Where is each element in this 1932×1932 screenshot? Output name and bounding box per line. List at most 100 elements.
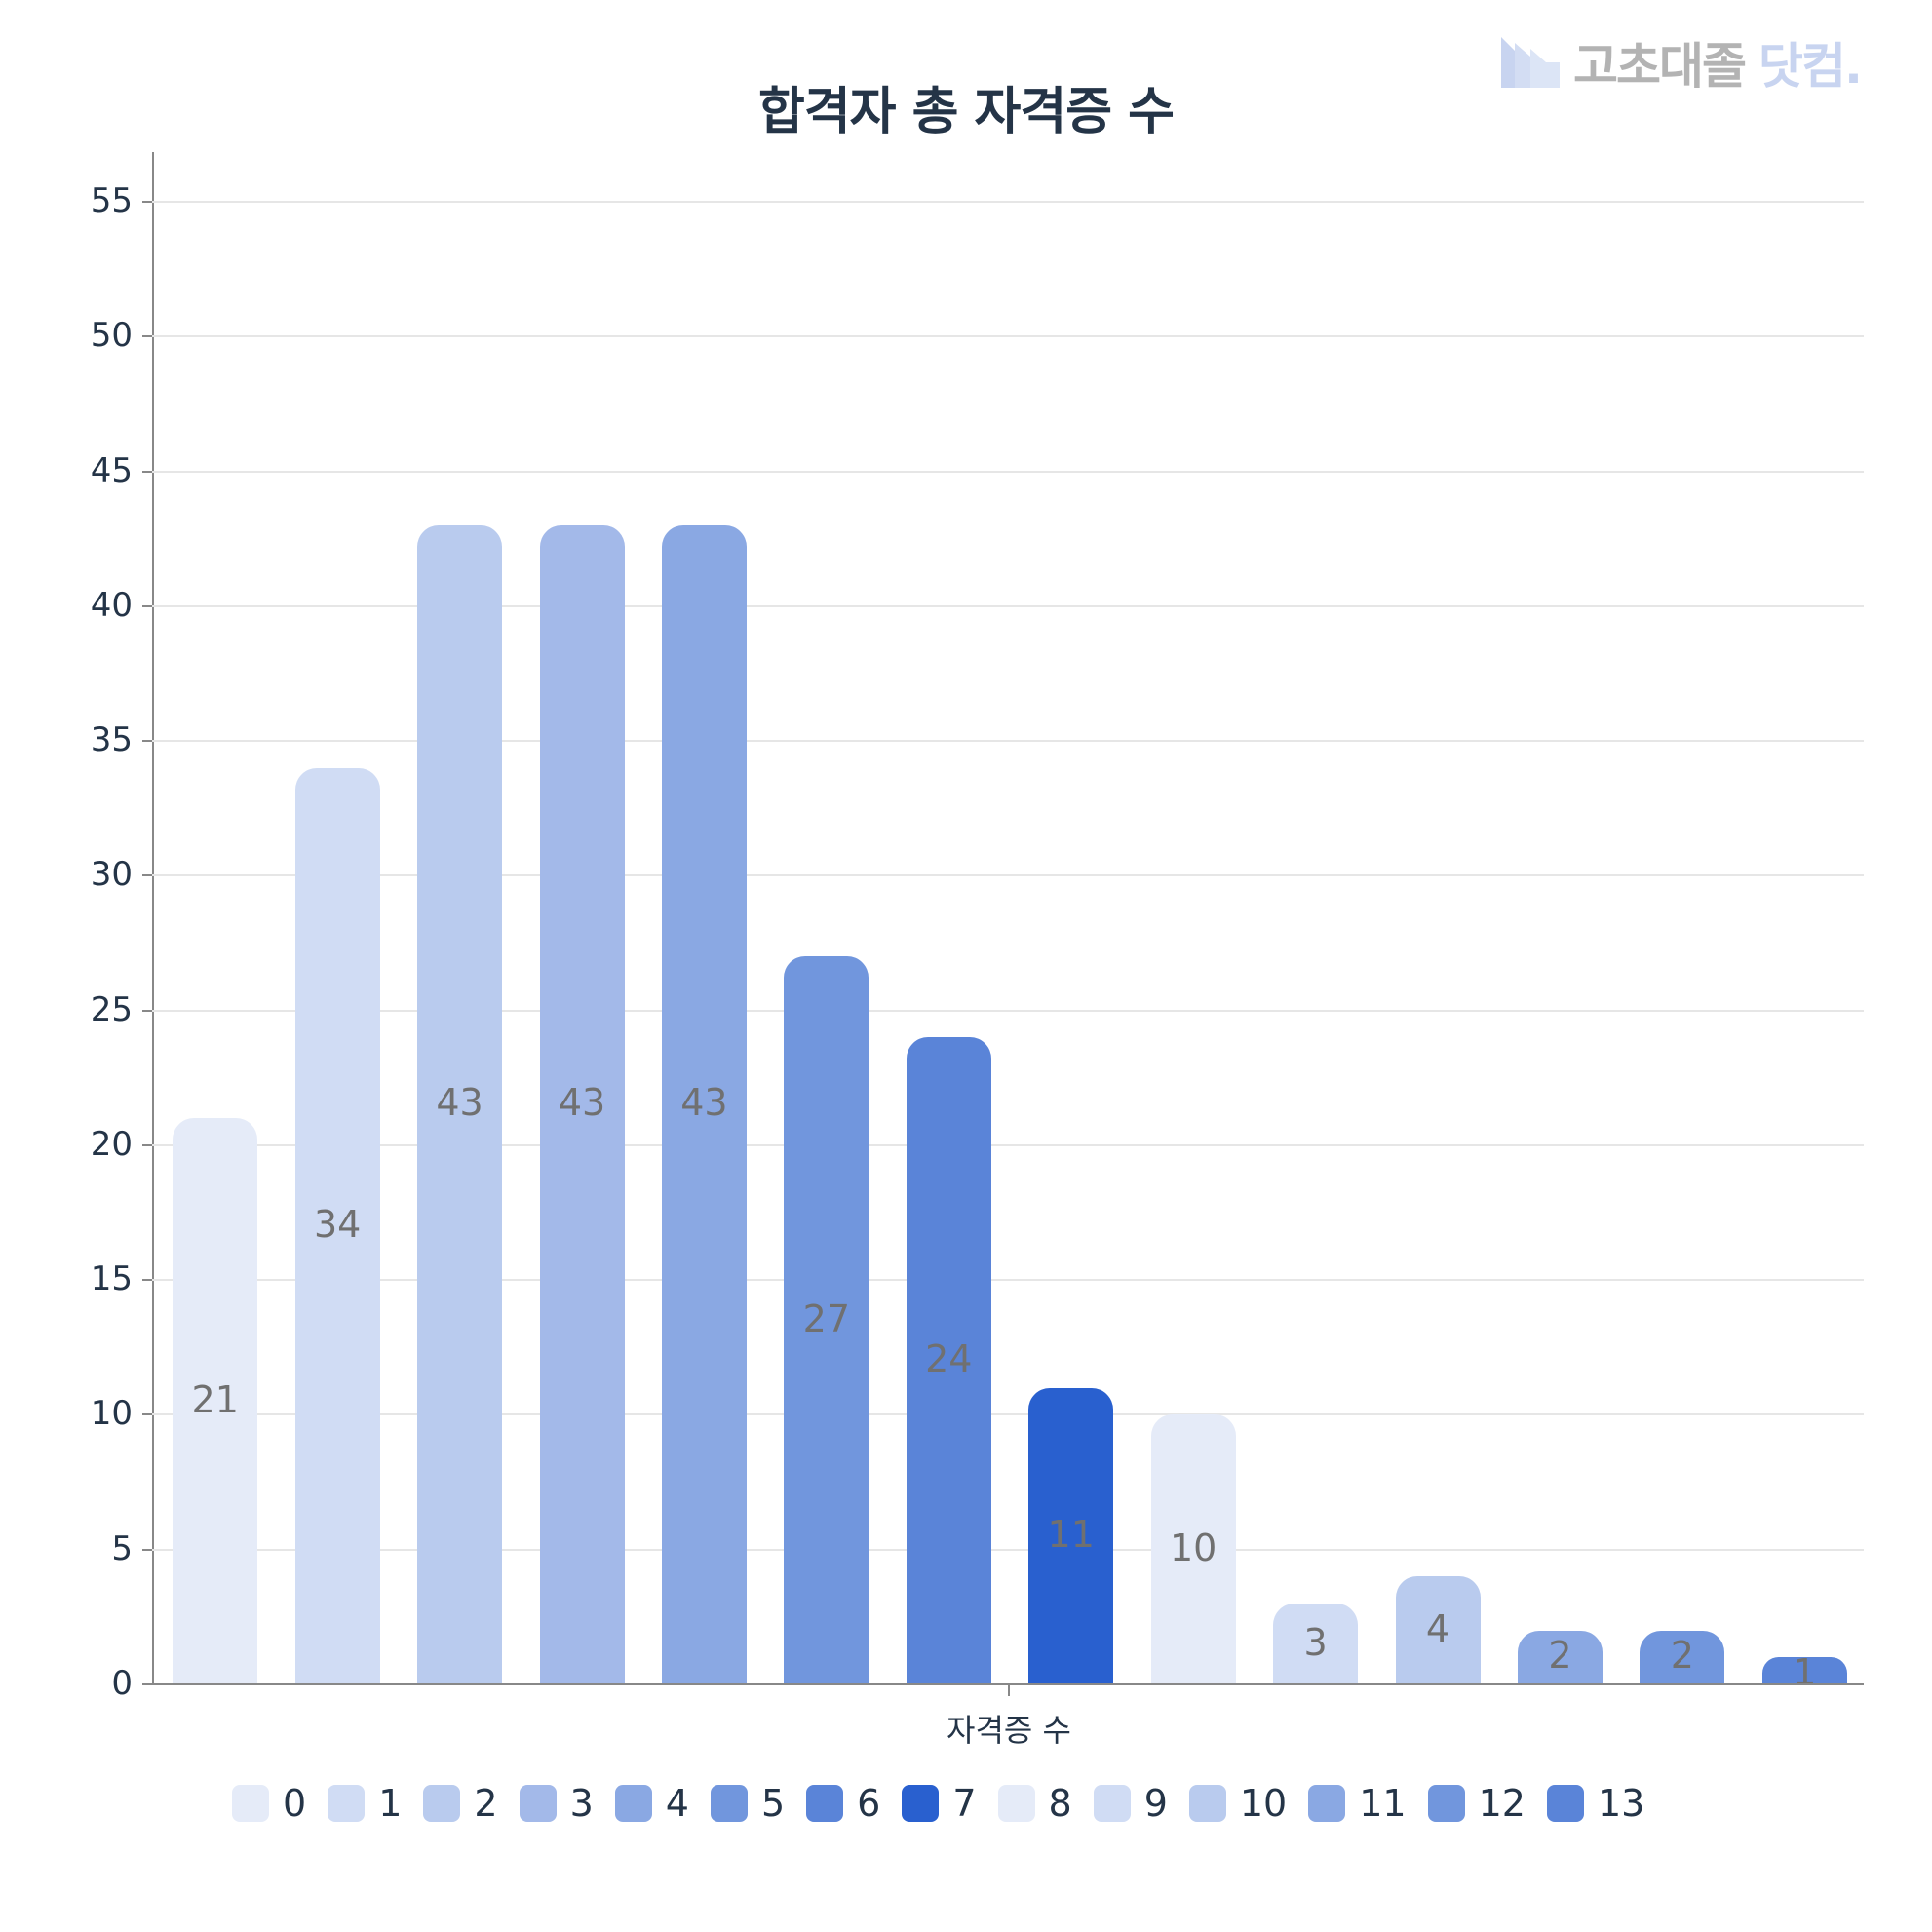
bar-9[interactable]: 3 bbox=[1273, 1604, 1359, 1684]
legend-item-6[interactable]: 6 bbox=[806, 1782, 880, 1825]
legend-label: 12 bbox=[1478, 1782, 1526, 1825]
bar-7[interactable]: 11 bbox=[1028, 1387, 1114, 1684]
y-tick bbox=[142, 201, 152, 203]
legend-item-1[interactable]: 1 bbox=[328, 1782, 402, 1825]
legend-item-12[interactable]: 12 bbox=[1427, 1782, 1526, 1825]
y-tick-label: 5 bbox=[111, 1528, 133, 1568]
y-tick bbox=[142, 470, 152, 473]
legend-swatch bbox=[1188, 1785, 1226, 1822]
legend-swatch bbox=[710, 1785, 748, 1822]
gridline bbox=[152, 1548, 1864, 1551]
bar-value-label: 43 bbox=[680, 1081, 728, 1125]
y-tick bbox=[142, 1009, 152, 1012]
bar-11[interactable]: 2 bbox=[1517, 1630, 1603, 1684]
legend-item-9[interactable]: 9 bbox=[1093, 1782, 1168, 1825]
gridline bbox=[152, 740, 1864, 743]
bar-12[interactable]: 2 bbox=[1640, 1630, 1725, 1684]
legend-label: 1 bbox=[378, 1782, 403, 1825]
y-tick bbox=[142, 604, 152, 607]
bar-13[interactable]: 1 bbox=[1761, 1651, 1847, 1694]
legend-label: 0 bbox=[283, 1782, 307, 1825]
legend-item-3[interactable]: 3 bbox=[519, 1782, 594, 1825]
bar-value-label: 3 bbox=[1303, 1620, 1328, 1664]
legend-label: 8 bbox=[1048, 1782, 1072, 1825]
y-tick bbox=[142, 1143, 152, 1146]
legend-swatch bbox=[1546, 1785, 1584, 1822]
bar-value-label: 1 bbox=[1793, 1651, 1817, 1695]
legend-item-13[interactable]: 13 bbox=[1546, 1782, 1645, 1825]
gridline bbox=[152, 1413, 1864, 1416]
legend-label: 7 bbox=[952, 1782, 977, 1825]
legend-swatch bbox=[997, 1785, 1035, 1822]
y-tick-label: 15 bbox=[90, 1259, 133, 1299]
y-tick bbox=[142, 740, 152, 743]
y-tick-label: 30 bbox=[90, 855, 133, 895]
legend-item-11[interactable]: 11 bbox=[1308, 1782, 1407, 1825]
logo-text-primary: 고초대졸 bbox=[1573, 38, 1747, 95]
y-tick bbox=[142, 1683, 152, 1685]
legend-item-7[interactable]: 7 bbox=[902, 1782, 977, 1825]
bar-2[interactable]: 43 bbox=[417, 524, 503, 1684]
legend-swatch bbox=[328, 1785, 366, 1822]
bar-value-label: 4 bbox=[1425, 1606, 1450, 1650]
y-tick bbox=[142, 1279, 152, 1282]
chart-title: 합격자 총 자격증 수 bbox=[757, 83, 1175, 141]
x-tick bbox=[1008, 1684, 1010, 1696]
bar-5[interactable]: 27 bbox=[784, 956, 869, 1684]
bar-value-label: 27 bbox=[802, 1296, 851, 1340]
legend-swatch bbox=[1308, 1785, 1346, 1822]
legend-item-8[interactable]: 8 bbox=[997, 1782, 1072, 1825]
y-tick-label: 0 bbox=[111, 1664, 133, 1703]
legend-item-10[interactable]: 10 bbox=[1188, 1782, 1288, 1825]
bar-10[interactable]: 4 bbox=[1395, 1576, 1481, 1684]
bar-3[interactable]: 43 bbox=[539, 524, 625, 1684]
bar-8[interactable]: 10 bbox=[1150, 1414, 1236, 1684]
gridline bbox=[152, 1143, 1864, 1146]
bar-6[interactable]: 24 bbox=[906, 1037, 991, 1684]
y-tick-label: 40 bbox=[90, 585, 133, 625]
legend-item-2[interactable]: 2 bbox=[423, 1782, 498, 1825]
legend-label: 2 bbox=[474, 1782, 498, 1825]
y-tick-label: 55 bbox=[90, 181, 133, 220]
bar-value-label: 11 bbox=[1047, 1512, 1095, 1556]
legend-label: 9 bbox=[1143, 1782, 1168, 1825]
legend-swatch bbox=[806, 1785, 844, 1822]
bar-4[interactable]: 43 bbox=[661, 524, 747, 1684]
legend-item-5[interactable]: 5 bbox=[710, 1782, 786, 1825]
chart-legend: 0 1 2 3 4 5 6 7 8 9 10 11 12 13 bbox=[232, 1782, 1666, 1825]
logo-text-secondary: 닷컴. bbox=[1758, 38, 1863, 95]
gridline bbox=[152, 1279, 1864, 1282]
y-tick bbox=[142, 335, 152, 338]
legend-item-0[interactable]: 0 bbox=[232, 1782, 306, 1825]
legend-swatch bbox=[614, 1785, 652, 1822]
legend-swatch bbox=[1427, 1785, 1465, 1822]
legend-label: 5 bbox=[760, 1782, 786, 1825]
bar-1[interactable]: 34 bbox=[294, 767, 380, 1684]
bar-value-label: 2 bbox=[1670, 1634, 1694, 1678]
legend-swatch bbox=[902, 1785, 940, 1822]
legend-label: 10 bbox=[1239, 1782, 1288, 1825]
gridline bbox=[152, 201, 1864, 203]
y-tick-label: 10 bbox=[90, 1394, 133, 1434]
gridline bbox=[152, 874, 1864, 877]
gridline bbox=[152, 1009, 1864, 1012]
bar-value-label: 10 bbox=[1169, 1526, 1217, 1569]
y-tick-label: 50 bbox=[90, 316, 133, 356]
gridline bbox=[152, 470, 1864, 473]
y-tick-label: 20 bbox=[90, 1124, 133, 1164]
y-tick-label: 45 bbox=[90, 450, 133, 490]
x-axis-label: 자격증 수 bbox=[947, 1712, 1071, 1749]
legend-label: 13 bbox=[1597, 1782, 1645, 1825]
bar-0[interactable]: 21 bbox=[173, 1118, 258, 1684]
y-tick bbox=[142, 1548, 152, 1551]
bar-value-label: 2 bbox=[1548, 1634, 1572, 1678]
legend-item-4[interactable]: 4 bbox=[614, 1782, 689, 1825]
y-tick-label: 35 bbox=[90, 720, 133, 760]
bar-value-label: 34 bbox=[313, 1202, 362, 1246]
legend-label: 11 bbox=[1359, 1782, 1407, 1825]
bar-value-label: 43 bbox=[436, 1081, 483, 1125]
legend-label: 4 bbox=[665, 1782, 689, 1825]
legend-swatch bbox=[1093, 1785, 1131, 1822]
gridline bbox=[152, 604, 1864, 607]
